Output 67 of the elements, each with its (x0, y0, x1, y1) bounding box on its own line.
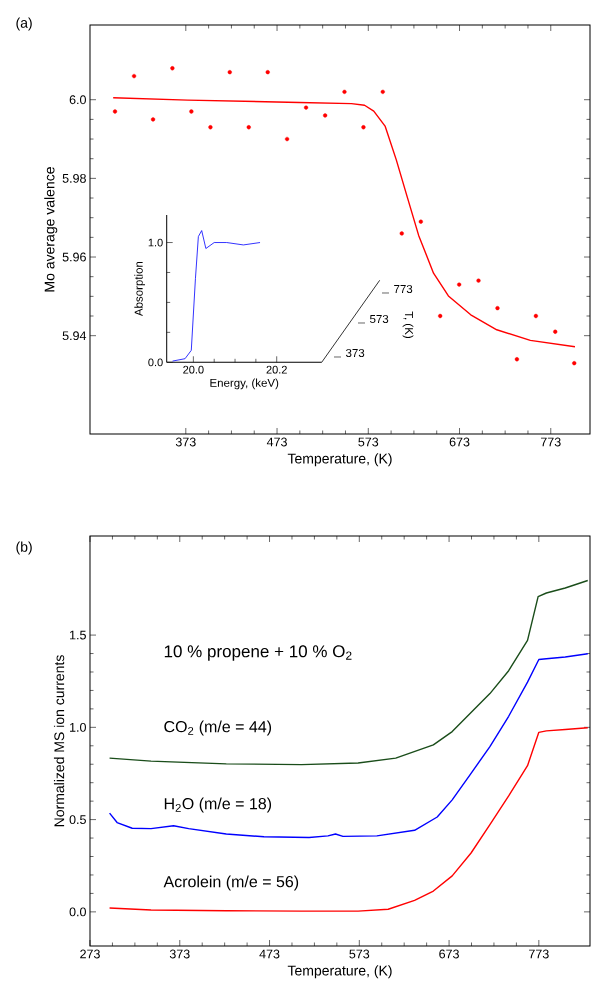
point (189, 109, 194, 114)
annotation: 373 (345, 348, 365, 358)
series-label: Acrolein (m/e = 56) (163, 875, 299, 891)
x-tick-label: 20.2 (266, 365, 287, 374)
point (399, 231, 404, 236)
chart-title: (a) (16, 17, 32, 31)
x-tick-label: 673 (449, 437, 470, 447)
line-series (108, 579, 589, 766)
line-series (172, 230, 261, 362)
point (418, 219, 423, 224)
y-tick-label: 6.0 (69, 95, 86, 105)
series-label: CO$_{2}$ (m/e = 44) (164, 720, 272, 736)
x-tick-label: 573 (358, 437, 379, 447)
series-label: H$_{2}$O (m/e = 18) (164, 797, 272, 813)
x-tick-label: 373 (169, 949, 190, 959)
y-tick-label: 1.0 (148, 238, 163, 247)
x-tick-label: 573 (349, 949, 370, 959)
x-tick-label: 773 (540, 437, 561, 447)
x-axis-title: Temperature, (K) (287, 453, 392, 467)
point (170, 66, 175, 71)
x-tick-label: 373 (175, 437, 196, 447)
point (227, 70, 232, 75)
point (533, 313, 538, 319)
annotation: 773 (394, 284, 413, 294)
point (284, 136, 290, 142)
y-tick-label: 5.94 (62, 331, 87, 341)
point (342, 89, 347, 94)
point (246, 125, 251, 130)
point (361, 125, 366, 130)
y-tick-label: 0.5 (69, 815, 86, 825)
line-series (112, 97, 576, 348)
y-tick-label: 1.5 (70, 630, 86, 640)
point (112, 109, 118, 114)
y-tick-label: 0.0 (69, 907, 86, 917)
x-axis-title: Energy, (keV) (210, 378, 279, 390)
y-tick-label: 1.0 (70, 722, 86, 732)
x-tick-label: 673 (439, 949, 459, 959)
point (476, 278, 481, 283)
point (495, 306, 500, 311)
x-tick-label: 473 (266, 437, 287, 447)
y-axis-title: Mo average valence (44, 167, 58, 292)
point (438, 313, 443, 319)
point (323, 113, 328, 118)
y-tick-label: 5.96 (62, 252, 86, 262)
y-axis-title: Normalized MS ion currents (53, 655, 65, 827)
point (514, 357, 520, 362)
point (380, 89, 385, 94)
point (208, 125, 213, 130)
annotation: 573 (369, 314, 389, 324)
x-axis-title: Temperature, (K) (287, 965, 392, 979)
x-tick-label: 473 (259, 949, 280, 959)
x-tick-label: 20.0 (183, 365, 204, 374)
point (265, 70, 270, 75)
y-tick-label: 0.0 (148, 358, 163, 367)
point (457, 282, 462, 287)
point (150, 117, 156, 122)
annotation: T, (K) (402, 311, 414, 339)
point (572, 361, 577, 366)
point (303, 105, 309, 110)
point (131, 74, 137, 79)
y-tick-label: 5.98 (62, 173, 86, 183)
chart-title: (b) (16, 541, 32, 555)
point (553, 329, 558, 334)
y-axis-title: Absorption (134, 261, 146, 317)
x-tick-label: 773 (529, 949, 549, 959)
x-tick-label: 273 (80, 949, 100, 959)
annotation: 10 % propene + 10 % O$_{2}$ (164, 645, 352, 661)
